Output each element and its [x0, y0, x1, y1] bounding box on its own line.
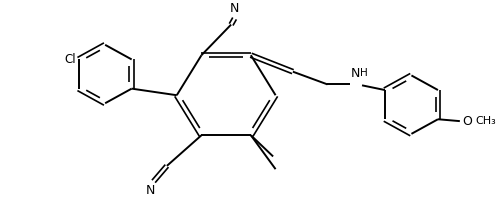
- Text: N: N: [350, 67, 359, 80]
- Text: Cl: Cl: [65, 53, 76, 66]
- Text: N: N: [229, 2, 239, 15]
- Text: N: N: [146, 184, 155, 197]
- Text: CH₃: CH₃: [475, 116, 495, 126]
- Text: O: O: [461, 115, 471, 128]
- Text: H: H: [359, 68, 367, 78]
